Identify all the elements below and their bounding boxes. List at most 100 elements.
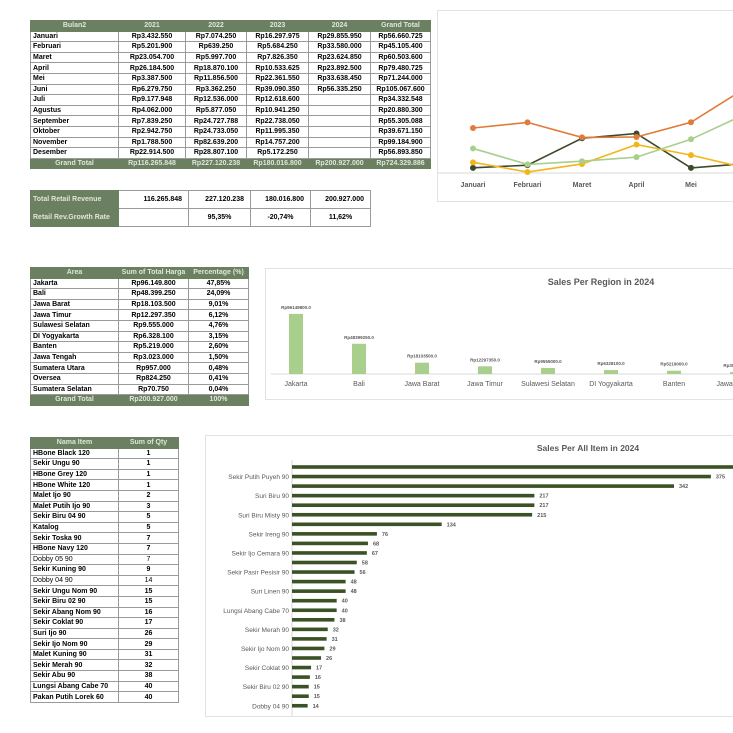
table-cell: Rp7.839.250 (118, 115, 186, 127)
table-cell: Rp24.727.788 (185, 115, 247, 127)
table-cell: Rp11.856.500 (185, 72, 247, 85)
table-cell: Rp29.855.950 (308, 30, 371, 43)
item-label: Sekir Ungu 90 (30, 458, 119, 470)
table-cell: Rp2.942.750 (118, 125, 186, 138)
item-label: Sekir Ungu Nom 90 (30, 585, 119, 597)
table-cell: Rp82.639.200 (185, 136, 247, 149)
y-tick-label: Sekir Merah 90 (245, 627, 289, 634)
table-cell (308, 136, 371, 149)
data-point-2022 (688, 152, 694, 159)
x-tick-label: Februari (513, 182, 541, 189)
revenue-cell: 180.016.800 (250, 190, 311, 209)
table-cell: Rp5.201.900 (118, 41, 186, 53)
table-cell (308, 125, 371, 138)
table-row: Sekir Toska 90 7 (30, 532, 179, 544)
data-label: 217 (539, 503, 548, 509)
series-line-2023 (472, 118, 733, 166)
table-cell: Rp26.184.500 (118, 62, 186, 74)
data-label: 38 (339, 618, 345, 624)
bar (292, 474, 711, 479)
table-cell: Rp5.997.700 (185, 51, 247, 64)
table-cell: 0,41% (188, 372, 249, 385)
table-cell: Rp1.788.500 (118, 136, 186, 149)
qty-cell: 1 (118, 447, 179, 460)
qty-cell: 1 (118, 468, 179, 481)
table-cell: 0,04% (188, 383, 249, 396)
qty-cell: 1 (118, 479, 179, 491)
growth-cell: -20,74% (250, 208, 311, 227)
item-label: Katalog (30, 521, 119, 534)
table-cell: Rp39.671.150 (370, 125, 431, 138)
item-label: Sekir Ijo Nom 90 (30, 638, 119, 650)
y-tick-label: Sekir Coklat 90 (245, 665, 289, 672)
bar (292, 618, 335, 622)
total-cell: Rp724.329.886 (370, 157, 431, 170)
month-label: Juli (30, 94, 119, 106)
qty-cell: 31 (118, 648, 179, 661)
bar (292, 675, 310, 679)
qty-cell: 16 (118, 606, 179, 619)
growth-cell: 95,35% (188, 208, 251, 227)
item-label: Pakan Putih Lorek 60 (30, 691, 119, 703)
data-label: 76 (382, 532, 388, 538)
table-cell: Rp34.332.548 (370, 94, 431, 106)
x-tick-label: Jawa Tengah (716, 381, 733, 388)
table-row: Sekir Biru 04 90 5 (30, 511, 179, 523)
y-tick-label: Suri Biru Misty 90 (238, 512, 289, 519)
item-qty-table: Nama Item Sum of Qty HBone Black 120 1 Sekir… (30, 437, 179, 703)
x-tick-label: Jakarta (285, 381, 308, 388)
table-cell: Rp12.297.350 (118, 309, 189, 321)
data-label: Rp18103500.0 (407, 354, 437, 359)
data-label: 29 (329, 646, 335, 652)
growth-label: Retail Rev.Growth Rate (30, 208, 119, 227)
table-row: Sekir Ungu Nom 90 15 (30, 585, 179, 597)
data-label: Rp12297350.0 (470, 357, 500, 362)
qty-cell: 7 (118, 553, 179, 566)
table-cell: Rp5.172.250 (246, 147, 309, 159)
bar (352, 343, 366, 374)
series-line-2021 (472, 132, 733, 169)
y-tick-label: Sekir Pasir Pesisir 90 (227, 570, 289, 577)
data-label: Rp9555000.0 (534, 359, 562, 364)
table-cell: Rp22.361.550 (246, 72, 309, 85)
y-tick-label: Sekir Ijo Cemara 90 (232, 550, 290, 557)
revenue-label: Total Retail Revenue (30, 190, 119, 209)
bar (292, 522, 442, 527)
revenue-cell: 116.265.848 (118, 190, 189, 209)
data-label: 16 (315, 675, 321, 681)
data-point-2024 (470, 125, 476, 132)
data-label: 56 (360, 570, 366, 576)
data-label: 14 (313, 704, 320, 710)
qty-cell: 7 (118, 532, 179, 544)
qty-cell: 7 (118, 542, 179, 555)
data-label: 40 (342, 608, 348, 614)
data-label: Rp96149800.0 (281, 305, 311, 310)
y-tick-label: Sekir Ireng 90 (249, 531, 290, 538)
y-tick-label: Lungsi Abang Cabe 70 (223, 608, 289, 615)
item-label: Sekir Merah 90 (30, 659, 119, 672)
table-row: Jawa Barat Rp18.103.500 9,01% (30, 298, 249, 311)
table-cell: Rp5.684.250 (246, 41, 309, 53)
month-label: Januari (30, 30, 119, 43)
table-row: Oktober Rp2.942.750 Rp24.733.050 Rp11.995.3… (30, 125, 431, 138)
table-row: Jakarta Rp96.149.800 47,85% (30, 277, 249, 290)
bar (667, 370, 681, 374)
table-cell: Rp824.250 (118, 372, 189, 385)
total-cell: Rp200.927.000 (118, 394, 189, 406)
table-row: Suri Ijo 90 26 (30, 627, 179, 640)
growth-cell (118, 208, 189, 227)
table-row: April Rp26.184.500 Rp18.870.100 Rp10.533.62… (30, 62, 431, 74)
month-label: Agustus (30, 104, 119, 117)
table-cell: Rp23.624.850 (308, 51, 371, 64)
table-cell: Rp4.062.000 (118, 104, 186, 117)
area-label: DI Yogyakarta (30, 330, 119, 343)
y-tick-label: Sekir Biru 02 90 (243, 684, 290, 691)
table-cell: Rp16.297.975 (246, 30, 309, 43)
column-header: 2023 (246, 20, 309, 32)
table-row: Malet Ijo 90 2 (30, 489, 179, 502)
bar (478, 366, 492, 374)
table-cell (308, 94, 371, 106)
data-label: 31 (332, 637, 338, 643)
table-cell: Rp23.892.500 (308, 62, 371, 74)
bar (292, 512, 533, 517)
